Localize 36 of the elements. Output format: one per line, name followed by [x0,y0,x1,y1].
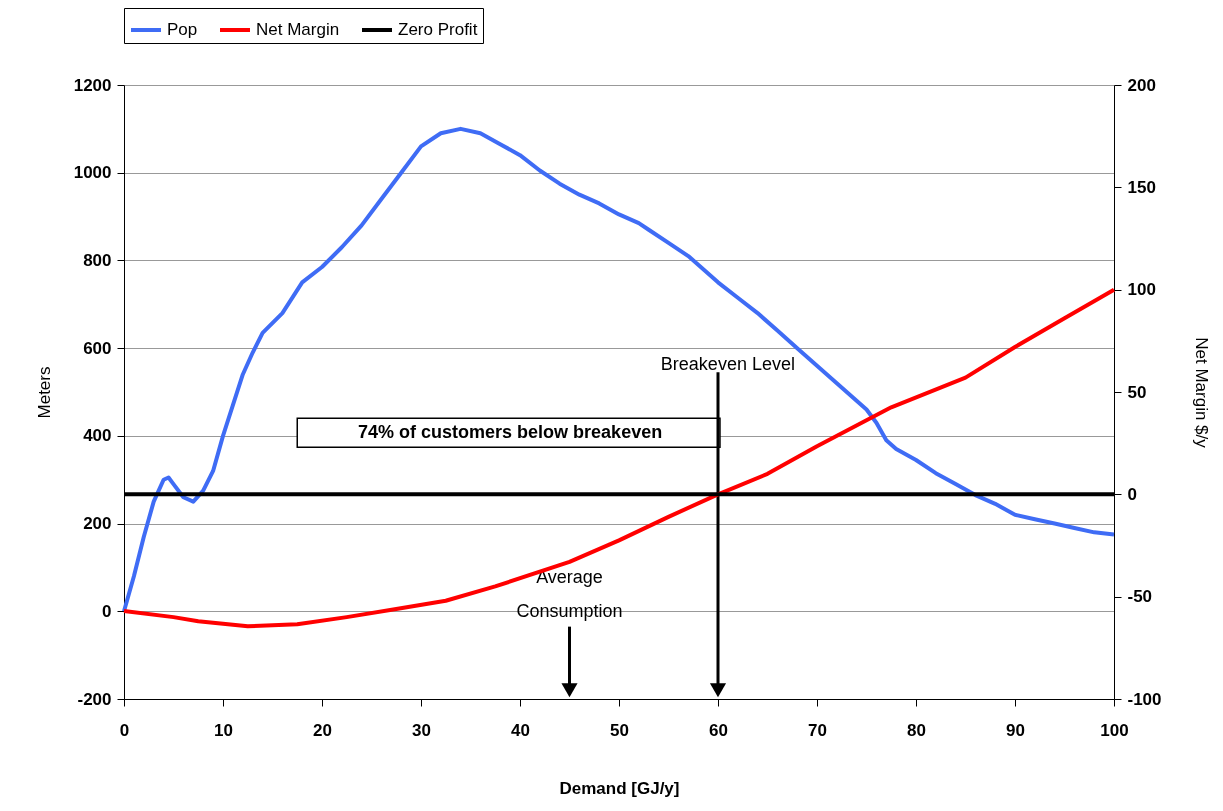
legend-label: Net Margin [256,20,340,39]
x-tick-label: 70 [808,720,827,740]
y2-tick-label: 150 [1127,177,1156,197]
x-axis-title: Demand [GJ/y] [559,778,680,798]
x-tick-label: 0 [119,720,130,740]
y2-tick-label: 0 [1127,484,1137,504]
y-tick-label: 1200 [73,75,112,95]
x-tick-label: 60 [709,720,728,740]
y2-tick-label: 200 [1127,75,1156,95]
y2-tick-label: 100 [1127,280,1156,300]
x-tick-label: 40 [511,720,530,740]
y-tick-label: 0 [102,601,112,621]
y-tick-label: 200 [83,514,112,534]
legend-label: Zero Profit [398,20,478,39]
y-tick-label: 400 [83,426,112,446]
x-tick-label: 10 [214,720,233,740]
x-tick-label: 80 [907,720,926,740]
x-tick-label: 90 [1006,720,1025,740]
x-tick-label: 20 [313,720,332,740]
y2-tick-label: -100 [1127,689,1162,709]
annotation: 74% of customers below breakeven [358,421,663,442]
y-tick-label: -200 [77,689,112,709]
y-tick-label: 600 [83,338,112,358]
legend-label: Pop [167,20,198,39]
y-tick-label: 800 [83,250,112,270]
y-tick-label: 1000 [73,163,112,183]
y2-axis-title: Net Margin $/y [1191,337,1211,449]
annotation: Average Consumption [516,567,623,622]
x-tick-label: 100 [1100,720,1129,740]
y-axis-title: Meters [34,366,54,419]
x-tick-label: 50 [610,720,629,740]
y2-tick-label: -50 [1127,587,1153,607]
y2-tick-label: 50 [1127,382,1147,402]
annotation: Breakeven Level [660,354,795,375]
line-series [122,287,1116,629]
x-tick-label: 30 [412,720,431,740]
